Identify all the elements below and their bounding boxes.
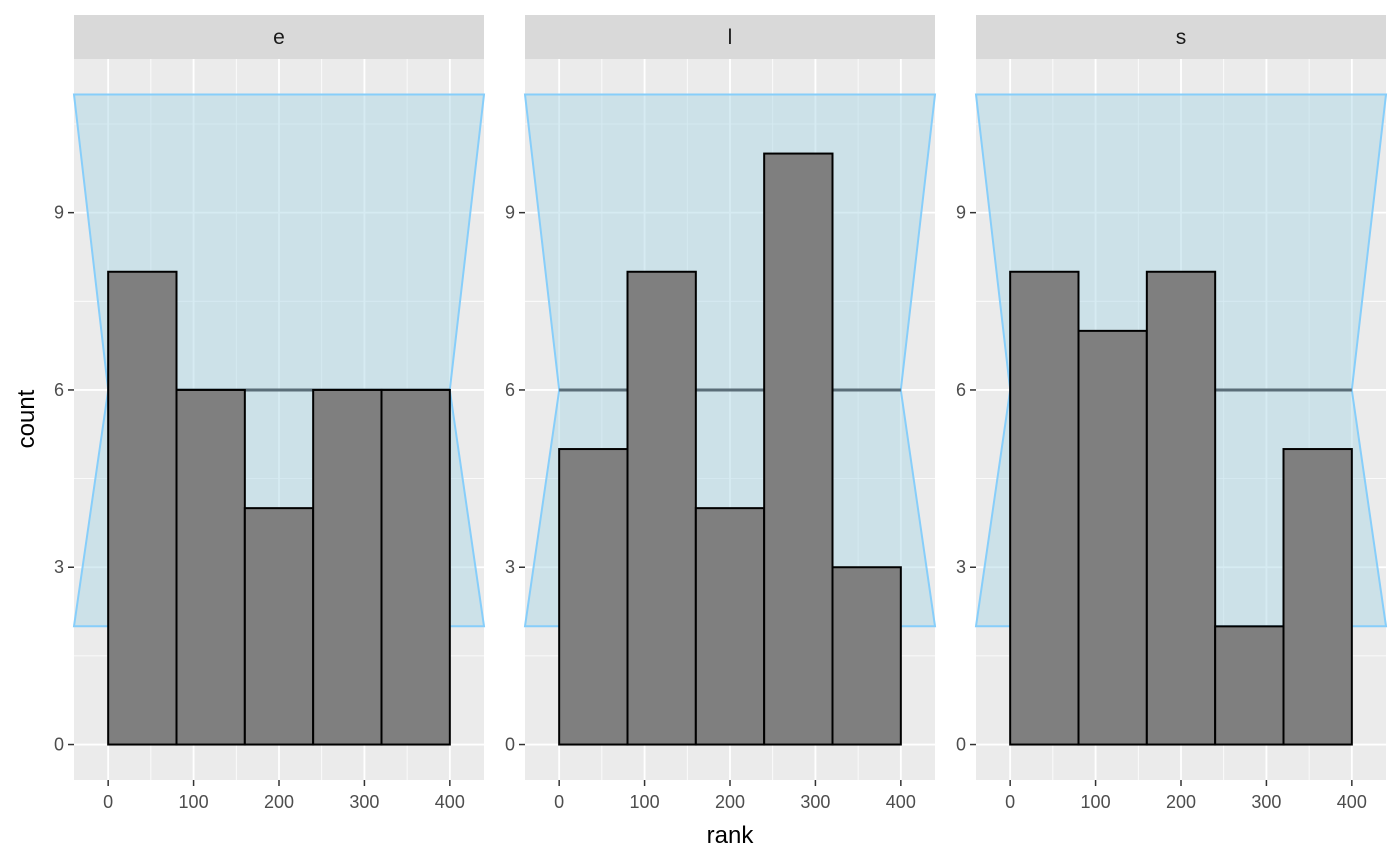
x-tick-label: 200 (715, 792, 745, 812)
histogram-bar (107, 270, 178, 746)
x-tick-label: 0 (103, 792, 113, 812)
x-tick-label: 300 (349, 792, 379, 812)
y-tick-label: 0 (956, 735, 966, 755)
histogram-bar (831, 566, 902, 746)
x-tick-label: 300 (800, 792, 830, 812)
facet-panels: e 0 100 200 300 400 0 3 6 9 l 0 100 200 300 400 0 3 6 9 s 0 10… (54, 15, 1388, 812)
histogram-bar (1214, 625, 1285, 746)
y-axis-title: count (13, 389, 40, 448)
x-tick-label: 100 (630, 792, 660, 812)
facet-panel-s: s 0 100 200 300 400 0 3 6 9 (956, 15, 1388, 812)
facet-strip-label: l (728, 26, 733, 49)
facet-strip-label: e (273, 26, 285, 49)
facet-strip (525, 15, 935, 59)
x-tick-label: 400 (435, 792, 465, 812)
x-tick-label: 100 (1081, 792, 1111, 812)
histogram-bar (1009, 270, 1080, 746)
y-tick-label: 6 (505, 380, 515, 400)
histogram-bar (1077, 329, 1148, 746)
histogram-bar (694, 507, 766, 746)
histogram-bar (763, 152, 834, 746)
y-tick-label: 9 (956, 203, 966, 223)
y-tick-label: 3 (956, 557, 966, 577)
y-tick-label: 0 (505, 735, 515, 755)
histogram-bar (626, 270, 697, 746)
x-tick-label: 100 (179, 792, 209, 812)
histogram-bar (312, 388, 383, 746)
facet-strip (74, 15, 484, 59)
x-tick-label: 400 (1337, 792, 1367, 812)
x-tick-label: 0 (1005, 792, 1015, 812)
y-tick-label: 9 (505, 203, 515, 223)
histogram-bar (1145, 270, 1217, 746)
y-tick-label: 9 (54, 203, 64, 223)
histogram-bar (558, 448, 629, 746)
y-tick-label: 3 (54, 557, 64, 577)
y-tick-label: 6 (956, 380, 966, 400)
x-tick-label: 200 (264, 792, 294, 812)
facet-strip-label: s (1176, 26, 1187, 49)
y-tick-label: 6 (54, 380, 64, 400)
histogram-bar (243, 507, 315, 746)
x-tick-label: 0 (554, 792, 564, 812)
histogram-bar (380, 388, 451, 746)
x-tick-label: 300 (1251, 792, 1281, 812)
y-tick-label: 3 (505, 557, 515, 577)
x-tick-label: 400 (886, 792, 916, 812)
x-tick-label: 200 (1166, 792, 1196, 812)
histogram-bar (1282, 448, 1353, 746)
facet-panel-e: e 0 100 200 300 400 0 3 6 9 (54, 15, 486, 812)
facet-strip (976, 15, 1386, 59)
y-tick-label: 0 (54, 735, 64, 755)
x-axis-title: rank (707, 822, 755, 849)
histogram-bar (175, 388, 246, 746)
facet-panel-l: l 0 100 200 300 400 0 3 6 9 (505, 15, 937, 812)
